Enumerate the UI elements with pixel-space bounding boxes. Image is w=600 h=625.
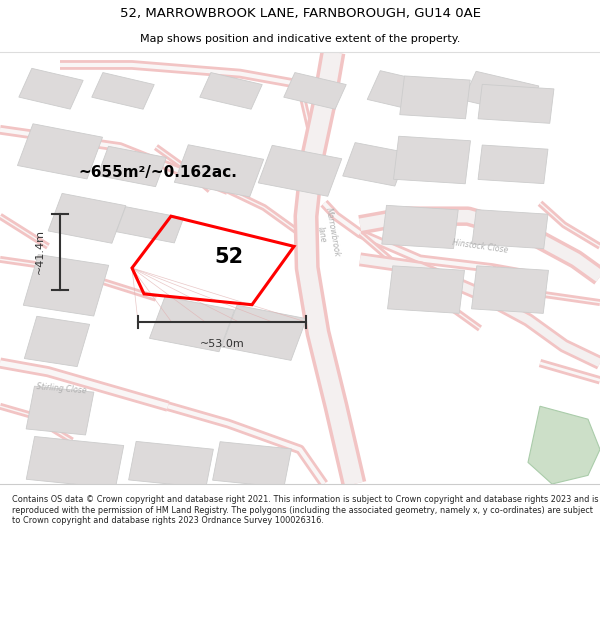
Polygon shape [200, 72, 262, 109]
Polygon shape [149, 297, 235, 352]
Text: Marrowbrook
lane: Marrowbrook lane [313, 207, 341, 260]
Polygon shape [528, 406, 600, 484]
Polygon shape [221, 305, 307, 361]
Polygon shape [48, 193, 126, 243]
Text: Contains OS data © Crown copyright and database right 2021. This information is : Contains OS data © Crown copyright and d… [12, 495, 599, 525]
Text: ~53.0m: ~53.0m [200, 339, 244, 349]
Polygon shape [92, 72, 154, 109]
Polygon shape [258, 146, 342, 196]
Polygon shape [472, 209, 548, 249]
Polygon shape [382, 206, 458, 249]
Text: ~655m²/~0.162ac.: ~655m²/~0.162ac. [78, 166, 237, 181]
Polygon shape [26, 436, 124, 488]
Text: ~41.4m: ~41.4m [35, 229, 45, 274]
Polygon shape [116, 207, 184, 243]
Polygon shape [128, 441, 214, 488]
Polygon shape [17, 124, 103, 179]
Polygon shape [212, 442, 292, 488]
Text: 52: 52 [214, 248, 243, 268]
Polygon shape [388, 266, 464, 313]
Polygon shape [23, 254, 109, 316]
Polygon shape [394, 136, 470, 184]
Text: 52, MARROWBROOK LANE, FARNBOROUGH, GU14 0AE: 52, MARROWBROOK LANE, FARNBOROUGH, GU14 … [119, 6, 481, 19]
Polygon shape [175, 145, 263, 197]
Polygon shape [463, 71, 539, 115]
Polygon shape [284, 72, 346, 109]
Polygon shape [98, 146, 166, 187]
Polygon shape [25, 316, 89, 367]
Polygon shape [400, 76, 470, 119]
Polygon shape [26, 386, 94, 435]
Text: Stirling Close: Stirling Close [36, 382, 87, 396]
Polygon shape [343, 142, 407, 186]
Polygon shape [367, 71, 449, 116]
Polygon shape [478, 145, 548, 184]
Polygon shape [472, 266, 548, 313]
Polygon shape [478, 84, 554, 123]
Polygon shape [19, 68, 83, 109]
Text: Map shows position and indicative extent of the property.: Map shows position and indicative extent… [140, 34, 460, 44]
Text: Hinstock Close: Hinstock Close [452, 238, 508, 255]
